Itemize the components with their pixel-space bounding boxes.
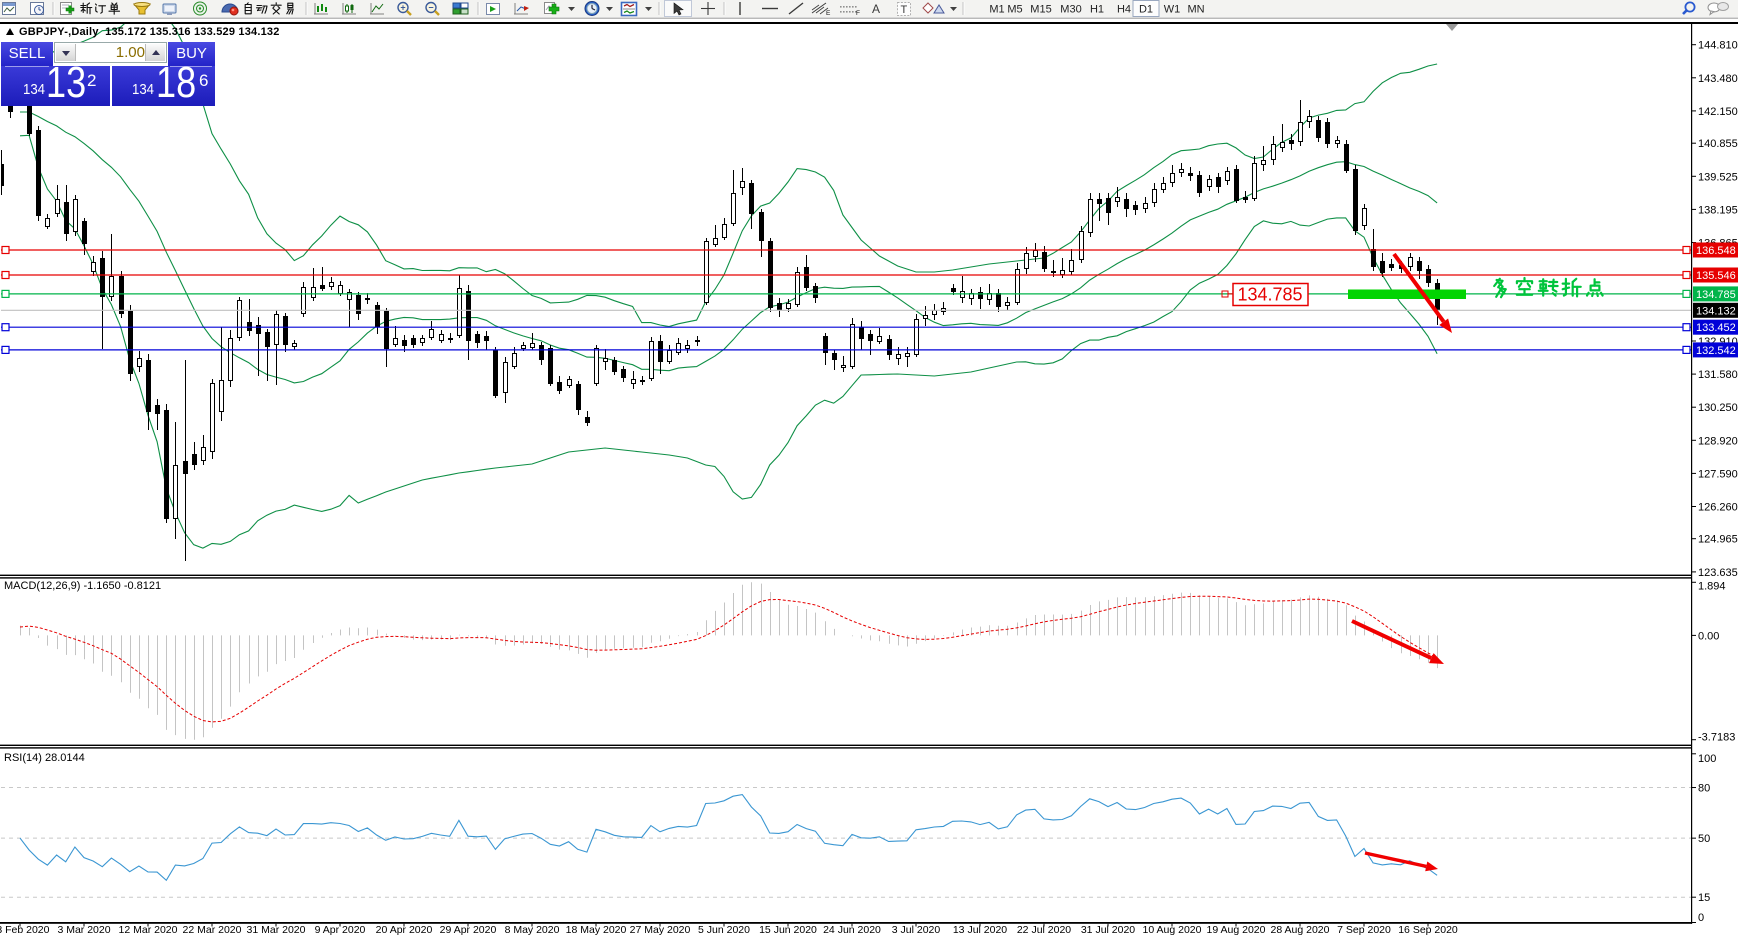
svg-text:A: A [872,2,880,16]
svg-text:7 Sep 2020: 7 Sep 2020 [1337,924,1391,936]
svg-text:H4: H4 [1117,4,1131,16]
svg-text:0: 0 [1698,912,1704,924]
svg-text:140.855: 140.855 [1698,138,1738,150]
svg-text:1.894: 1.894 [1698,580,1726,592]
svg-text:0.00: 0.00 [1698,630,1719,642]
svg-text:M1: M1 [989,4,1004,16]
svg-text:134.785: 134.785 [1696,289,1736,301]
svg-text:31 Jul 2020: 31 Jul 2020 [1081,924,1135,936]
svg-text:133.452: 133.452 [1696,322,1736,334]
svg-text:142.150: 142.150 [1698,106,1738,118]
svg-text:27 May 2020: 27 May 2020 [630,924,691,936]
svg-text:H1: H1 [1090,4,1104,16]
svg-text:50: 50 [1698,833,1710,845]
svg-text:3 Jul 2020: 3 Jul 2020 [892,924,941,936]
svg-text:24 Jun 2020: 24 Jun 2020 [823,924,881,936]
svg-text:13 Jul 2020: 13 Jul 2020 [953,924,1007,936]
svg-text:136.548: 136.548 [1696,245,1736,257]
svg-text:W1: W1 [1164,4,1181,16]
svg-text:31 Mar 2020: 31 Mar 2020 [247,924,306,936]
svg-text:D1: D1 [1139,4,1153,16]
svg-text:MACD(12,26,9) -1.1650 -0.8121: MACD(12,26,9) -1.1650 -0.8121 [4,580,161,592]
svg-text:139.525: 139.525 [1698,171,1738,183]
svg-text:19 Aug 2020: 19 Aug 2020 [1207,924,1266,936]
svg-text:22 Jul 2020: 22 Jul 2020 [1017,924,1071,936]
svg-text:132.542: 132.542 [1696,345,1736,357]
svg-text:5 Jun 2020: 5 Jun 2020 [698,924,750,936]
svg-text:M5: M5 [1007,4,1022,16]
svg-text:128.920: 128.920 [1698,435,1738,447]
svg-text:M30: M30 [1060,4,1081,16]
svg-text:131.580: 131.580 [1698,369,1738,381]
svg-text:12 Mar 2020: 12 Mar 2020 [119,924,178,936]
svg-text:100: 100 [1698,753,1716,765]
svg-text:135.546: 135.546 [1696,270,1736,282]
svg-text:9 Apr 2020: 9 Apr 2020 [315,924,366,936]
svg-text:123.635: 123.635 [1698,567,1738,579]
svg-text:127.590: 127.590 [1698,468,1738,480]
svg-text:138.195: 138.195 [1698,204,1738,216]
svg-text:22 Mar 2020: 22 Mar 2020 [183,924,242,936]
svg-text:T: T [901,4,908,16]
svg-text:E: E [826,10,831,17]
svg-text:10 Aug 2020: 10 Aug 2020 [1143,924,1202,936]
svg-text:126.260: 126.260 [1698,502,1738,514]
svg-text:28 Aug 2020: 28 Aug 2020 [1271,924,1330,936]
svg-text:15: 15 [1698,892,1710,904]
svg-text:−: − [428,3,433,13]
svg-text:130.250: 130.250 [1698,402,1738,414]
svg-text:8 May 2020: 8 May 2020 [505,924,560,936]
svg-text:M15: M15 [1030,4,1051,16]
svg-text:29 Apr 2020: 29 Apr 2020 [440,924,497,936]
svg-text:-3.7183: -3.7183 [1698,732,1735,744]
svg-text:+: + [400,3,405,13]
svg-text:144.810: 144.810 [1698,40,1738,52]
svg-text:134.785: 134.785 [1237,285,1302,305]
svg-text:134.132: 134.132 [1696,305,1736,317]
svg-text:MN: MN [1187,4,1204,16]
svg-text:3 Mar 2020: 3 Mar 2020 [57,924,110,936]
svg-text:124.965: 124.965 [1698,534,1738,546]
svg-text:80: 80 [1698,783,1710,795]
svg-text:16 Sep 2020: 16 Sep 2020 [1398,924,1458,936]
svg-text:143.480: 143.480 [1698,73,1738,85]
svg-text:15 Jun 2020: 15 Jun 2020 [759,924,817,936]
svg-text:20 Apr 2020: 20 Apr 2020 [376,924,433,936]
svg-text:F: F [856,10,860,17]
svg-text:23 Feb 2020: 23 Feb 2020 [0,924,50,936]
svg-text:RSI(14) 28.0144: RSI(14) 28.0144 [4,752,85,764]
svg-text:18 May 2020: 18 May 2020 [566,924,627,936]
